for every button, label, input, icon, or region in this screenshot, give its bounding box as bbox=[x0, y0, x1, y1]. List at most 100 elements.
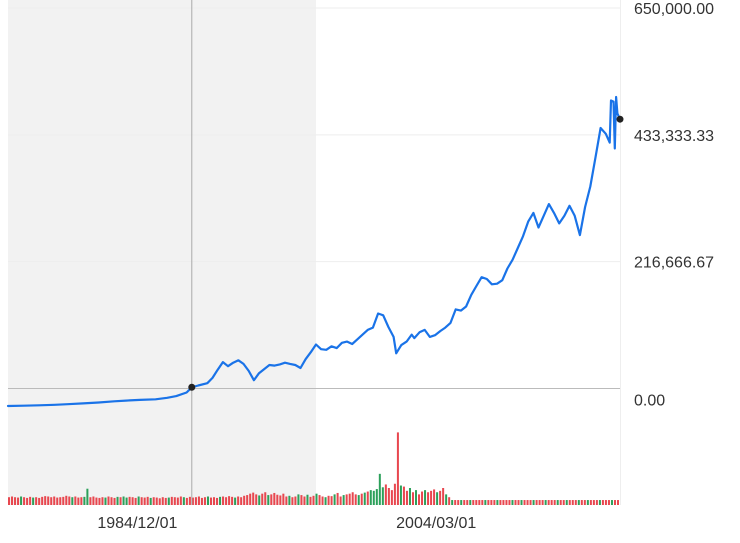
volume-bar bbox=[330, 496, 333, 505]
volume-bar bbox=[604, 500, 607, 505]
volume-bar bbox=[418, 494, 421, 505]
volume-bar bbox=[499, 500, 502, 505]
volume-bar bbox=[369, 490, 372, 505]
volume-bar bbox=[252, 492, 255, 505]
volume-bar bbox=[113, 497, 116, 505]
volume-bar bbox=[475, 500, 478, 505]
volume-bar bbox=[158, 498, 161, 505]
volume-bar bbox=[493, 500, 496, 505]
volume-bar bbox=[375, 489, 378, 505]
volume-bar bbox=[291, 497, 294, 505]
volume-bar bbox=[532, 500, 535, 505]
volume-bar bbox=[234, 497, 237, 505]
volume-bar bbox=[188, 496, 191, 505]
volume-bar bbox=[219, 496, 222, 505]
volume-bar bbox=[511, 500, 514, 505]
volume-bar bbox=[29, 496, 32, 505]
volume-bar bbox=[306, 494, 309, 505]
volume-bar bbox=[243, 495, 246, 505]
volume-bar bbox=[206, 496, 209, 505]
volume-bar bbox=[411, 492, 414, 505]
x-tick-label: 2004/03/01 bbox=[396, 515, 476, 532]
volume-bar bbox=[152, 497, 155, 505]
volume-bar bbox=[246, 495, 249, 505]
volume-bar bbox=[14, 497, 17, 505]
volume-bar bbox=[77, 497, 80, 505]
volume-bar bbox=[155, 497, 158, 505]
volume-bar bbox=[402, 486, 405, 505]
volume-bar bbox=[101, 497, 104, 505]
y-tick-label: 650,000.00 bbox=[634, 1, 714, 18]
volume-bar bbox=[360, 493, 363, 505]
volume-bar bbox=[134, 497, 137, 505]
volume-bar bbox=[23, 497, 26, 505]
volume-bar bbox=[430, 490, 433, 505]
volume-bar bbox=[216, 497, 219, 505]
volume-bar bbox=[562, 500, 565, 505]
volume-bar bbox=[185, 497, 188, 505]
volume-bar bbox=[95, 497, 98, 505]
volume-bar bbox=[601, 500, 604, 505]
volume-bar bbox=[161, 497, 164, 505]
volume-bar bbox=[559, 500, 562, 505]
volume-bar bbox=[408, 488, 411, 505]
volume-bar bbox=[209, 497, 213, 505]
volume-bar bbox=[258, 495, 261, 505]
volume-bar bbox=[297, 494, 300, 505]
volume-bar bbox=[387, 488, 390, 505]
volume-bar bbox=[463, 500, 466, 505]
volume-bar bbox=[378, 473, 381, 505]
volume-bar bbox=[333, 494, 336, 505]
volume-bar bbox=[41, 496, 44, 505]
volume-bar bbox=[339, 496, 342, 505]
volume-bar bbox=[119, 497, 122, 505]
volume-bar bbox=[366, 491, 369, 505]
volume-bar bbox=[583, 500, 586, 505]
volume-bar bbox=[228, 496, 231, 505]
volume-bar bbox=[125, 497, 128, 505]
volume-bar bbox=[116, 496, 119, 505]
volume-bar bbox=[276, 494, 279, 505]
volume-bar bbox=[348, 493, 351, 505]
volume-bar bbox=[541, 500, 544, 505]
volume-bar bbox=[399, 485, 402, 505]
volume-bar bbox=[197, 496, 200, 505]
volume-bar bbox=[56, 497, 59, 505]
volume-bar bbox=[149, 497, 152, 505]
x-tick-label: 1984/12/01 bbox=[97, 515, 177, 532]
volume-bar bbox=[484, 500, 487, 505]
volume-bar bbox=[128, 496, 131, 505]
volume-bar bbox=[17, 497, 20, 505]
volume-bar bbox=[616, 500, 619, 505]
volume-bar bbox=[225, 497, 228, 505]
volume-bar bbox=[496, 500, 499, 505]
volume-bar bbox=[595, 500, 598, 505]
volume-bar bbox=[279, 495, 282, 505]
volume-bar bbox=[574, 500, 577, 505]
volume-bar bbox=[309, 496, 312, 505]
volume-bar bbox=[553, 500, 556, 505]
volume-bar bbox=[237, 496, 240, 505]
y-tick-label: 433,333.33 bbox=[634, 128, 714, 145]
highlighted-range bbox=[8, 0, 316, 505]
volume-bar bbox=[472, 500, 475, 505]
volume-bar bbox=[8, 497, 11, 505]
volume-bar bbox=[261, 493, 264, 505]
volume-bar bbox=[514, 500, 517, 505]
y-tick-label: 216,666.67 bbox=[634, 255, 714, 272]
volume-bar bbox=[396, 432, 399, 505]
volume-bar bbox=[50, 497, 53, 505]
volume-bar bbox=[140, 497, 143, 505]
volume-bar bbox=[517, 500, 520, 505]
volume-bar bbox=[357, 495, 360, 505]
volume-bar bbox=[427, 492, 430, 505]
volume-bar bbox=[571, 500, 574, 505]
volume-bar bbox=[194, 497, 197, 505]
volume-bar bbox=[318, 495, 321, 505]
volume-bar bbox=[59, 497, 62, 505]
volume-bar bbox=[556, 500, 559, 505]
volume-bar bbox=[176, 497, 179, 505]
volume-bars bbox=[8, 432, 619, 505]
volume-bar bbox=[203, 497, 206, 505]
